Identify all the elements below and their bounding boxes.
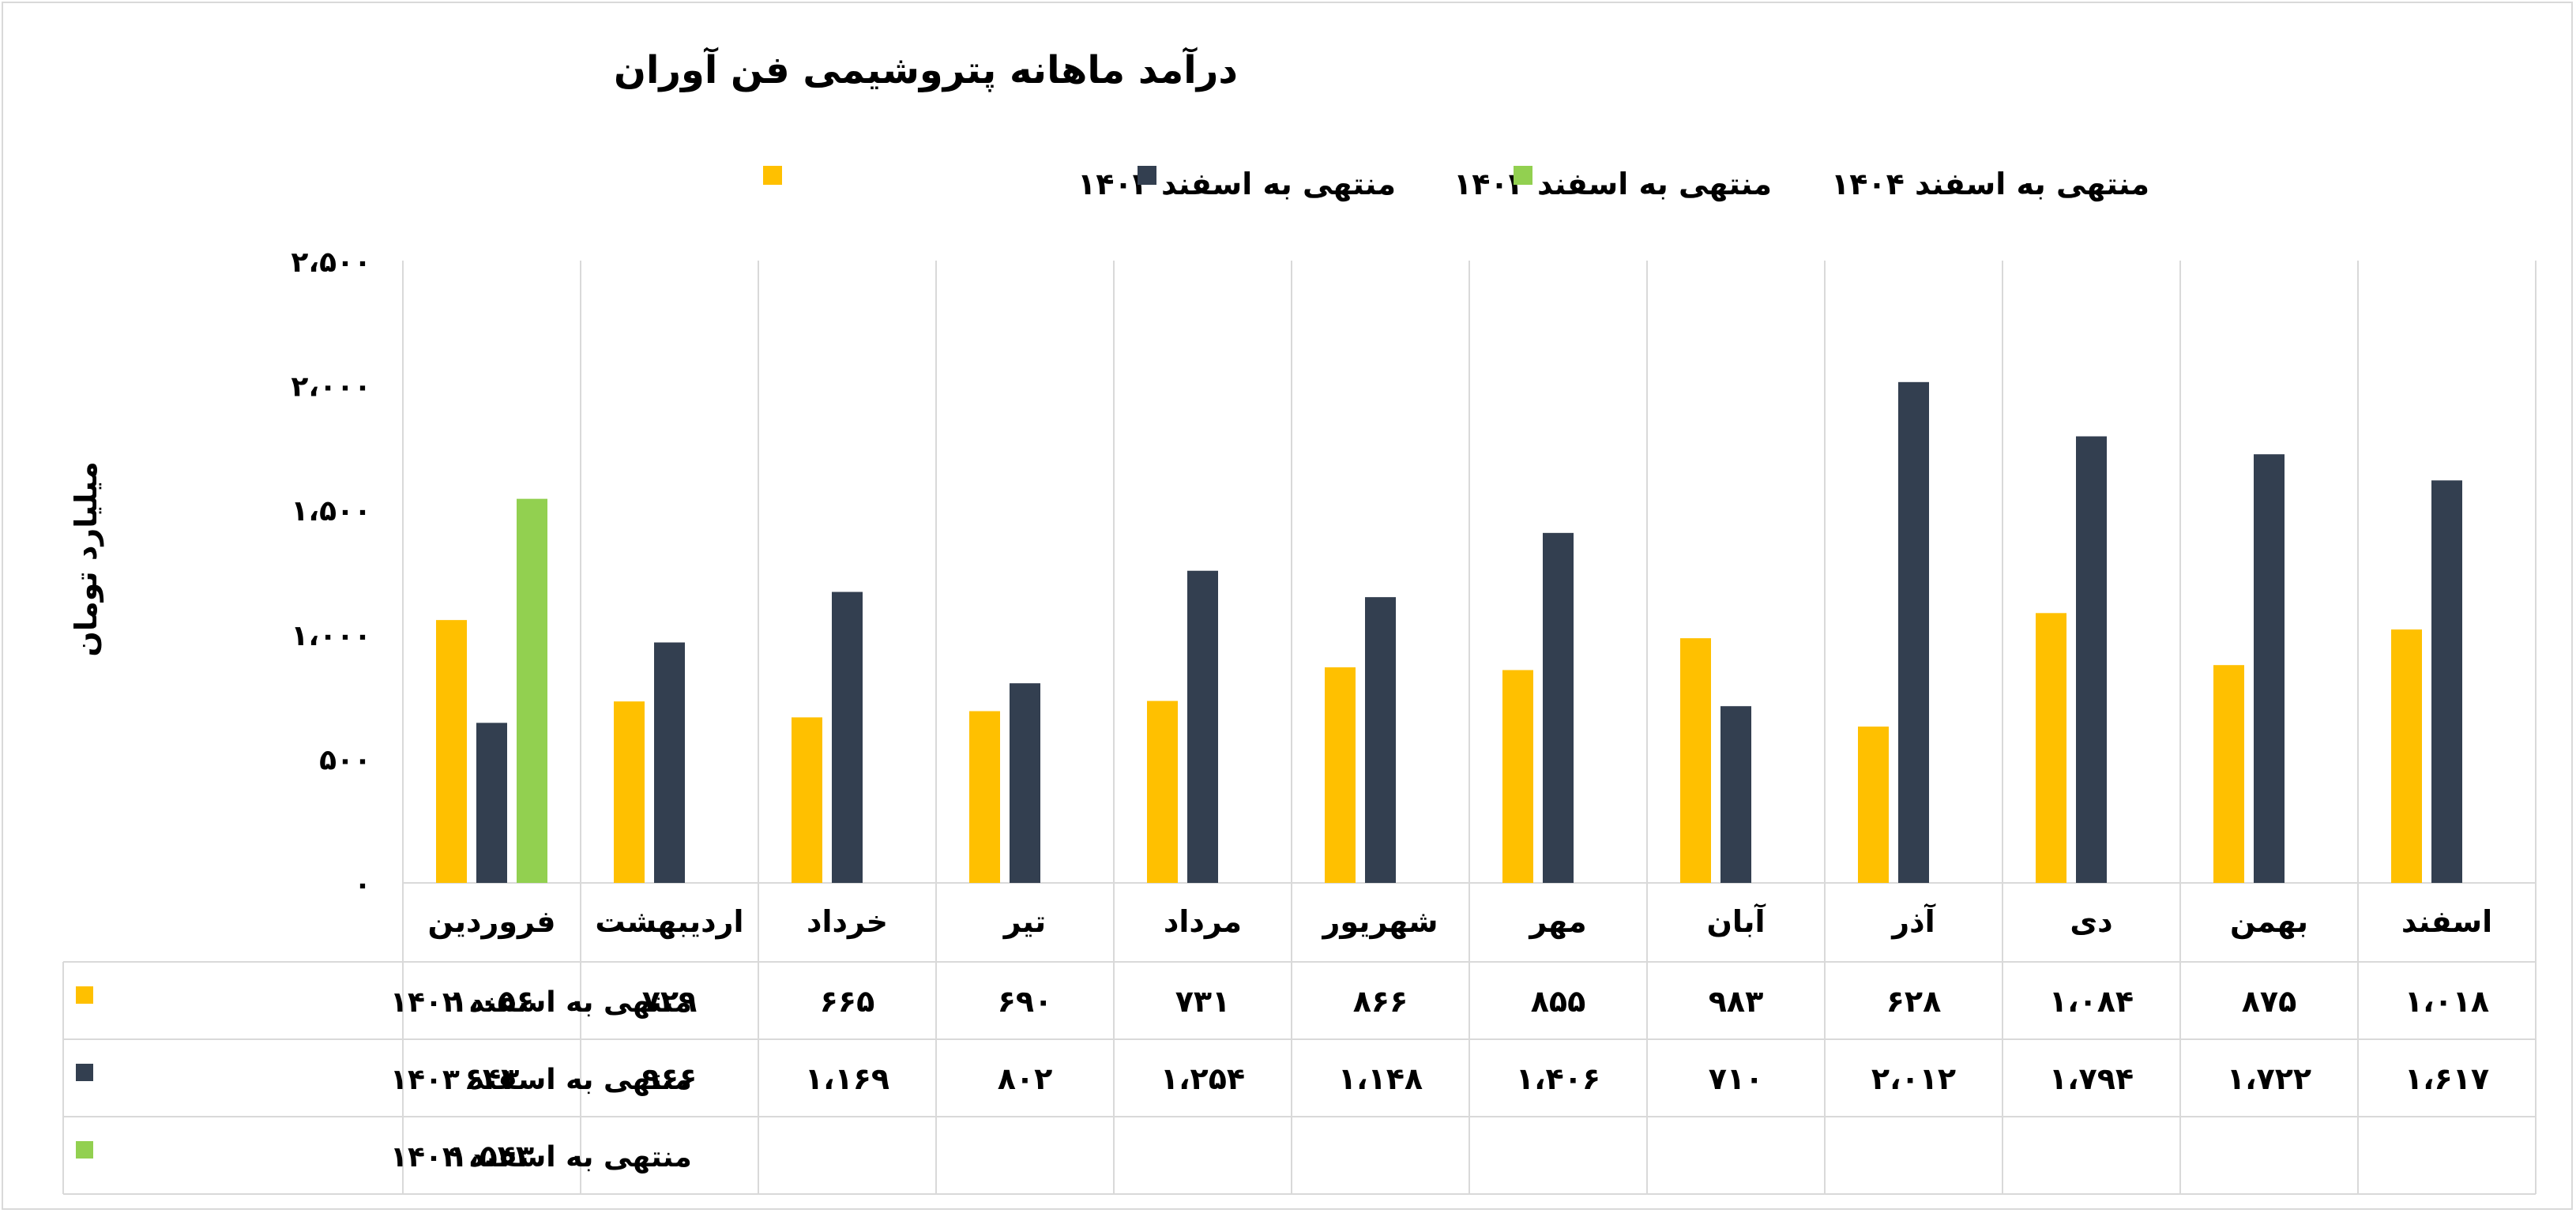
table-cell-value: ۷۲۹ — [642, 984, 698, 1019]
legend-swatch — [1514, 166, 1532, 185]
legend-entry: منتهی به اسفند ۱۴۰۴ — [1831, 167, 2149, 201]
bar — [654, 642, 685, 883]
bar — [1010, 683, 1040, 883]
table-cell-value: ۱،۱۶۹ — [805, 1061, 889, 1096]
x-tick-label: تیر — [1002, 904, 1046, 939]
table-series-swatch — [76, 1064, 93, 1081]
table-cell-value: ۷۱۰ — [1709, 1061, 1764, 1096]
y-tick-label: ۲،۰۰۰ — [291, 371, 371, 404]
bar — [792, 717, 822, 883]
table-series-name: منتهی به اسفند ۱۴۰۲ — [390, 986, 692, 1019]
table-series-name: منتهی به اسفند ۱۴۰۴ — [390, 1141, 692, 1174]
bar — [2254, 454, 2285, 883]
legend-swatch — [763, 166, 782, 185]
table-cell-value: ۷۳۱ — [1175, 984, 1231, 1019]
table-cell-value: ۱،۲۵۴ — [1160, 1061, 1245, 1096]
table-cell-value: ۱،۰۸۴ — [2049, 984, 2134, 1019]
bar — [832, 591, 863, 883]
x-tick-label: مرداد — [1164, 904, 1242, 939]
chart-title: درآمد ماهانه پتروشیمی فن آوران — [614, 47, 1238, 92]
legend-entry: منتهی به اسفند ۱۴۰۳ — [1453, 167, 1772, 201]
bar — [476, 723, 507, 883]
bar — [1543, 532, 1574, 883]
table-cell-value: ۶۴۳ — [464, 1061, 520, 1096]
x-tick-label: فروردین — [428, 904, 556, 940]
bar — [1720, 706, 1751, 883]
y-tick-label: ۲،۵۰۰ — [291, 246, 371, 279]
table-cell-value: ۹۶۶ — [642, 1061, 698, 1096]
table-cell-value: ۹۸۳ — [1709, 984, 1764, 1019]
table-cell-value: ۶۹۰ — [998, 984, 1053, 1019]
table-cell-value: ۱،۴۰۶ — [1516, 1061, 1600, 1096]
table-cell-value: ۶۲۸ — [1886, 984, 1942, 1019]
bar — [1365, 597, 1396, 883]
legend-swatch — [1138, 166, 1156, 185]
bar — [1858, 727, 1889, 883]
x-tick-label: بهمن — [2230, 904, 2308, 939]
table-series-swatch — [76, 1141, 93, 1159]
bar — [1325, 667, 1356, 883]
table-cell-value: ۱،۰۵۶ — [449, 984, 534, 1019]
x-tick-label: دی — [2070, 904, 2112, 939]
bar — [2391, 629, 2422, 883]
y-tick-label: ۱،۵۰۰ — [291, 495, 371, 528]
bar — [2036, 613, 2066, 883]
plot-area: ۰ ۵۰۰ ۱،۰۰۰ ۱،۵۰۰ ۲،۰۰۰ ۲،۵۰۰ فروردین اردیبهشت خ… — [291, 246, 2537, 1194]
x-tick-label: شهریور — [1321, 904, 1438, 939]
table-series-name: منتهی به اسفند ۱۴۰۳ — [390, 1064, 692, 1096]
bar — [1187, 570, 1218, 883]
table-cell-value: ۱،۷۲۲ — [2227, 1061, 2311, 1096]
bar — [1147, 700, 1178, 883]
x-tick-label: آذر — [1890, 903, 1935, 939]
legend: منتهی به اسفند ۱۴۰۲ منتهی به اسفند ۱۴۰۳ من… — [763, 166, 2149, 201]
table-cell-value: ۸۶۶ — [1353, 984, 1408, 1019]
table-cell-value: ۲،۰۱۲ — [1871, 1061, 1956, 1096]
x-tick-label: آبان — [1707, 903, 1766, 939]
table-cell-value: ۱،۵۴۳ — [449, 1139, 534, 1174]
y-tick-label: ۵۰۰ — [319, 744, 371, 776]
bar — [1680, 638, 1711, 883]
x-tick-label: اردیبهشت — [595, 904, 743, 939]
table-cell-value: ۱،۱۴۸ — [1338, 1061, 1423, 1096]
y-axis-label: میلیارد تومان — [69, 461, 103, 656]
table-cell-value: ۸۰۲ — [998, 1061, 1053, 1096]
bar — [2213, 665, 2244, 883]
bar — [969, 711, 1000, 883]
bar — [614, 701, 645, 883]
x-tick-label: مهر — [1528, 904, 1586, 939]
bar — [436, 620, 467, 883]
legend-entry: منتهی به اسفند ۱۴۰۲ — [1077, 167, 1396, 201]
y-tick-label: ۱،۰۰۰ — [291, 620, 371, 652]
table-cell-value: ۸۷۵ — [2242, 984, 2297, 1019]
table-cell-value: ۱،۰۱۸ — [2405, 984, 2489, 1019]
table-cell-value: ۸۵۵ — [1531, 984, 1586, 1019]
bar — [1502, 670, 1533, 883]
table-cell-value: ۱،۷۹۴ — [2049, 1061, 2134, 1096]
x-tick-label: اسفند — [2401, 904, 2492, 939]
bar — [2076, 436, 2107, 883]
table-series-swatch — [76, 986, 93, 1004]
x-tick-label: خرداد — [807, 904, 888, 939]
bar — [517, 498, 547, 883]
table-cell-value: ۶۶۵ — [820, 984, 875, 1019]
table-cell-value: ۱،۶۱۷ — [2405, 1061, 2489, 1096]
y-tick-label: ۰ — [354, 869, 371, 901]
bar — [1898, 381, 1929, 883]
bar — [2431, 480, 2462, 883]
